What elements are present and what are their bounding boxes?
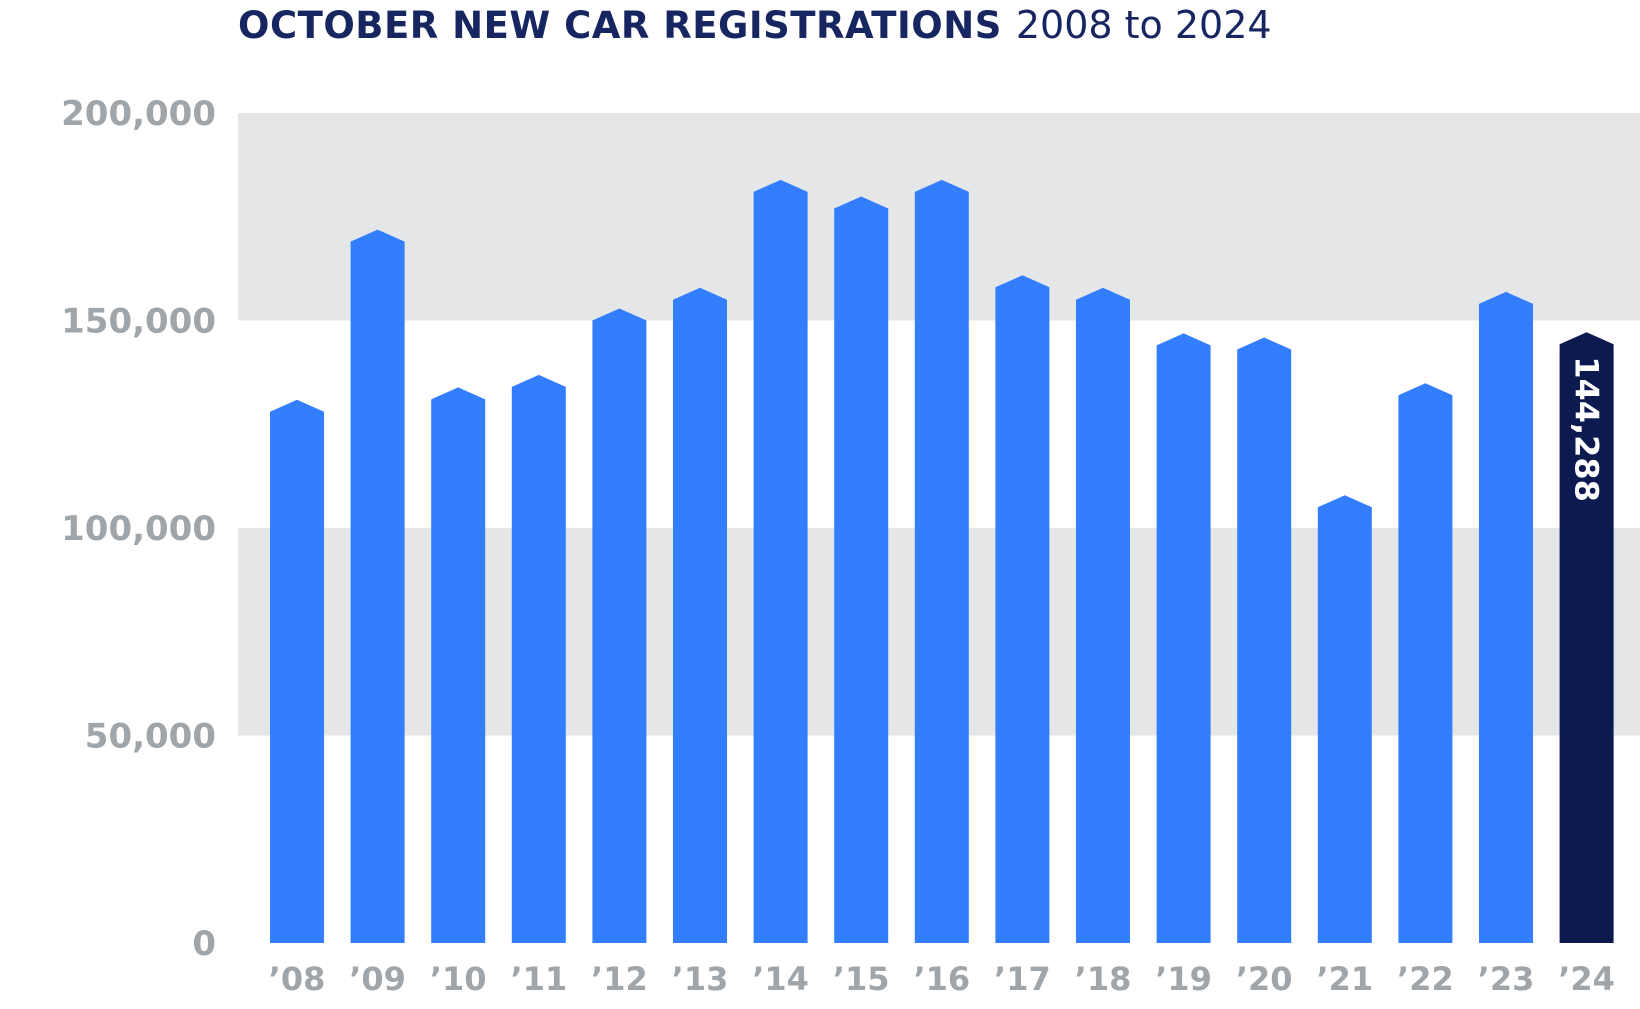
x-tick-label: ’10 [430,960,487,998]
bar [592,308,647,943]
chart-title: OCTOBER NEW CAR REGISTRATIONS 2008 to 202… [238,0,1272,60]
y-tick-label: 50,000 [85,717,216,757]
bar [511,374,566,943]
x-axis-ticks: ’08 ’09 ’10 ’11 ’12 ’13 ’14 ’15 ’16 ’17 ’18 ’19 ’20 ’… [269,960,1615,998]
x-tick-label: ’24 [1558,960,1615,998]
bar [1076,287,1130,943]
x-tick-label: ’17 [994,960,1051,998]
bar [1156,333,1211,943]
bar [431,387,486,944]
bars [270,179,1614,944]
y-tick-label: 150,000 [61,302,216,342]
data-labels: 144,288 [1568,356,1606,502]
x-tick-label: ’08 [269,960,326,998]
bar [270,399,324,943]
bar [1237,337,1292,943]
bar [995,275,1050,943]
chart-subtitle: 2008 to 2024 [1015,3,1272,47]
x-tick-label: ’13 [672,960,729,998]
y-tick-label: 200,000 [61,94,216,134]
bar [1398,383,1453,943]
bar [834,196,889,943]
bar [914,179,969,944]
x-tick-label: ’09 [349,960,406,998]
y-tick-label: 0 [192,924,216,964]
x-tick-label: ’21 [1316,960,1373,998]
x-tick-label: ’22 [1397,960,1454,998]
data-label: 144,288 [1568,356,1606,502]
x-tick-label: ’12 [591,960,648,998]
x-tick-label: ’11 [510,960,567,998]
x-tick-label: ’20 [1236,960,1293,998]
chart-title-main: OCTOBER NEW CAR REGISTRATIONS [238,4,1002,47]
bar [350,229,405,943]
bar [1559,332,1614,943]
x-tick-label: ’14 [752,960,809,998]
bar [753,179,808,944]
y-tick-label: 100,000 [61,509,216,549]
bar [673,287,727,943]
bar [1317,495,1372,943]
x-tick-label: ’18 [1075,960,1132,998]
bar [1479,291,1533,943]
x-tick-label: ’16 [913,960,970,998]
x-tick-label: ’19 [1155,960,1212,998]
x-tick-label: ’15 [833,960,890,998]
x-tick-label: ’23 [1478,960,1535,998]
y-axis-ticks: 0 50,000 100,000 150,000 200,000 [61,94,216,964]
